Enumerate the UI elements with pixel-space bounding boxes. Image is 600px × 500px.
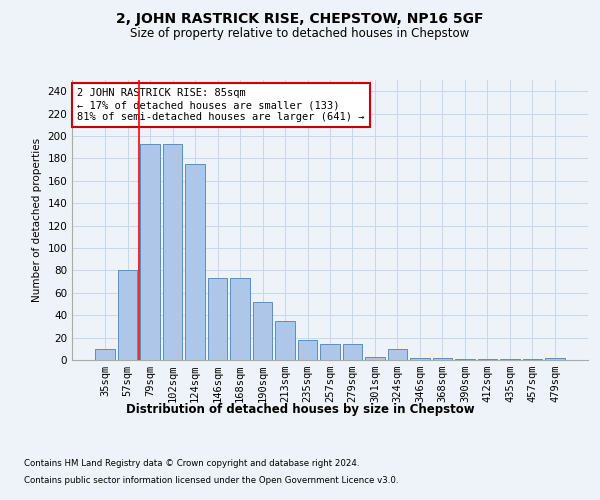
Text: Contains HM Land Registry data © Crown copyright and database right 2024.: Contains HM Land Registry data © Crown c…: [24, 458, 359, 468]
Bar: [118, 270, 137, 360]
Bar: [410, 358, 430, 360]
Text: Size of property relative to detached houses in Chepstow: Size of property relative to detached ho…: [130, 28, 470, 40]
Bar: [343, 344, 362, 360]
Bar: [523, 359, 542, 360]
Bar: [140, 144, 160, 360]
Bar: [208, 278, 227, 360]
Bar: [433, 358, 452, 360]
Bar: [388, 349, 407, 360]
Bar: [545, 358, 565, 360]
Text: 2 JOHN RASTRICK RISE: 85sqm
← 17% of detached houses are smaller (133)
81% of se: 2 JOHN RASTRICK RISE: 85sqm ← 17% of det…: [77, 88, 365, 122]
Text: 2, JOHN RASTRICK RISE, CHEPSTOW, NP16 5GF: 2, JOHN RASTRICK RISE, CHEPSTOW, NP16 5G…: [116, 12, 484, 26]
Bar: [320, 344, 340, 360]
Bar: [230, 278, 250, 360]
Bar: [500, 359, 520, 360]
Bar: [163, 144, 182, 360]
Bar: [185, 164, 205, 360]
Bar: [253, 302, 272, 360]
Text: Contains public sector information licensed under the Open Government Licence v3: Contains public sector information licen…: [24, 476, 398, 485]
Bar: [478, 359, 497, 360]
Bar: [298, 340, 317, 360]
Bar: [455, 359, 475, 360]
Text: Distribution of detached houses by size in Chepstow: Distribution of detached houses by size …: [125, 402, 475, 415]
Bar: [95, 349, 115, 360]
Bar: [275, 321, 295, 360]
Bar: [365, 356, 385, 360]
Y-axis label: Number of detached properties: Number of detached properties: [32, 138, 42, 302]
